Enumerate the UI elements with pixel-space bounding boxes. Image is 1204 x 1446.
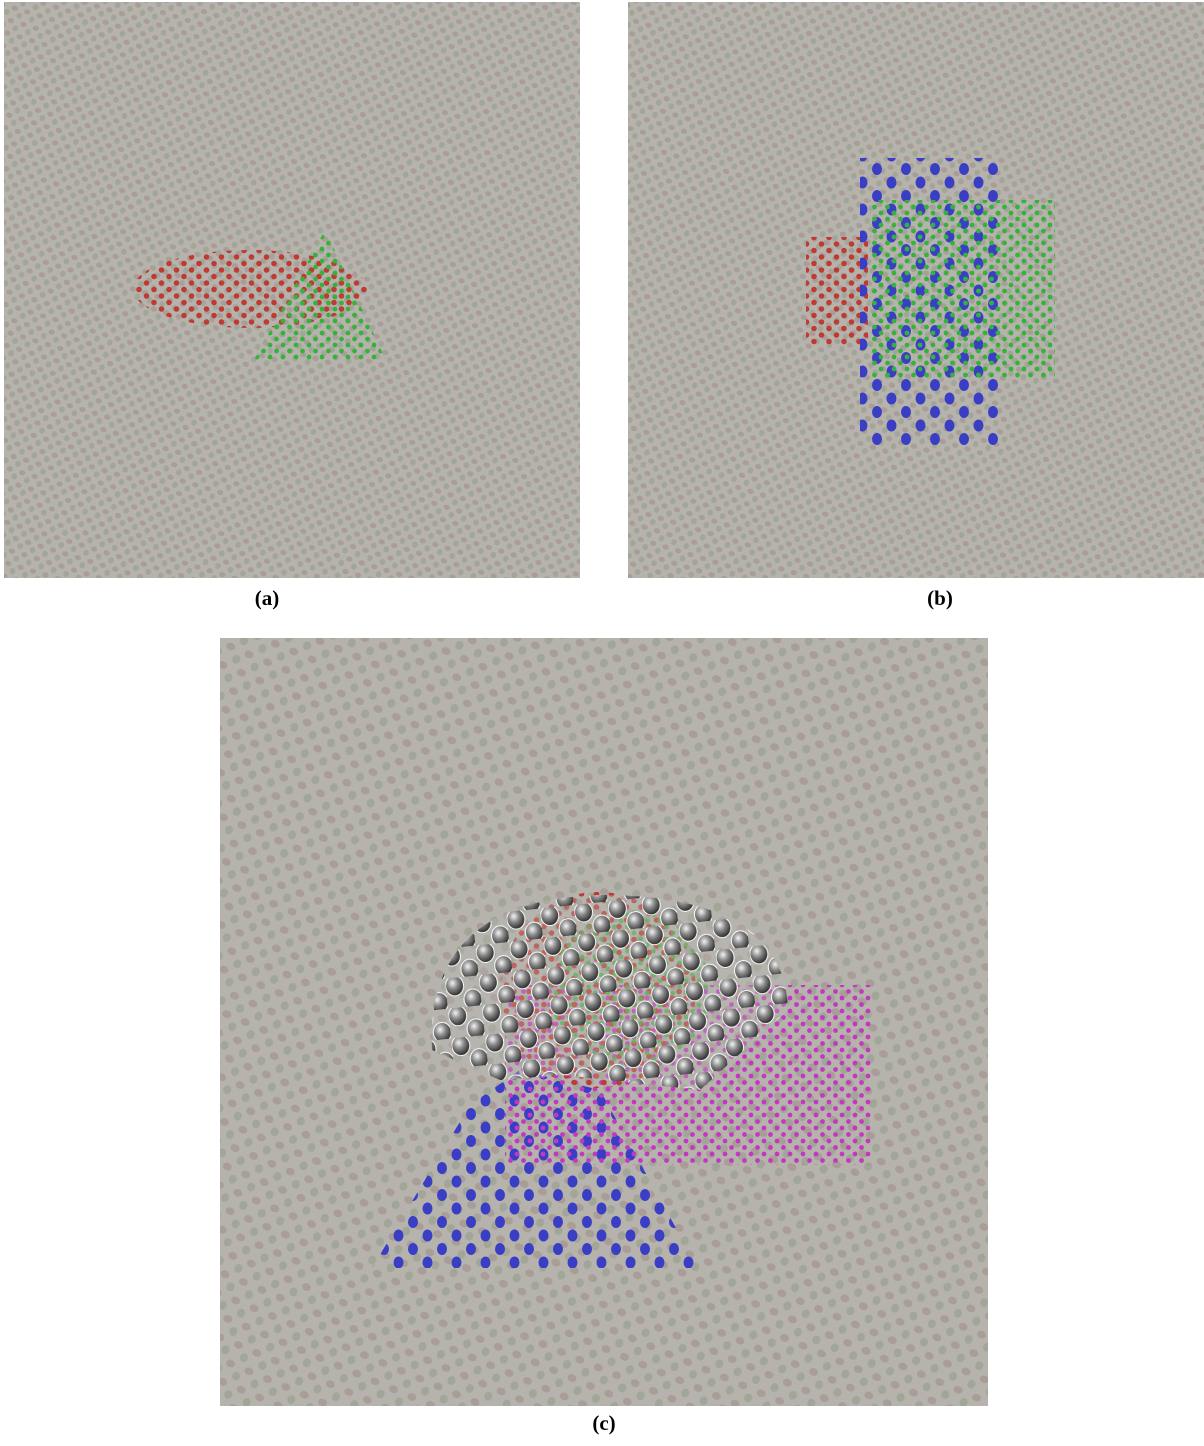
panel-b (628, 2, 1204, 578)
panel-label: (b) (927, 586, 953, 610)
panel-label: (c) (592, 1411, 615, 1435)
page: (a) (b) (c) (() => { const data = JSON.p… (0, 0, 1204, 1441)
red-region (806, 237, 868, 345)
green-region (870, 200, 1055, 378)
panel-a (4, 2, 580, 578)
panel-label: (a) (255, 586, 280, 610)
figure: (a) (b) (c) (0, 0, 1204, 1441)
panel-c (220, 638, 988, 1406)
